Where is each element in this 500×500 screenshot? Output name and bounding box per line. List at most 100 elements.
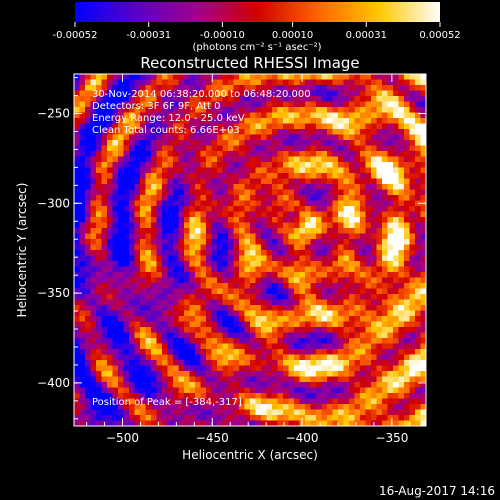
heatmap-cell [173,178,179,185]
heatmap-cell [371,398,377,405]
heatmap-cell [217,338,223,344]
heatmap-cell [162,360,168,366]
heatmap-cell [134,217,141,223]
heatmap-cell [74,228,80,234]
heatmap-cell [112,371,119,377]
heatmap-cell [195,239,201,245]
heatmap-cell [79,305,86,311]
heatmap-cell [371,211,377,218]
heatmap-cell [272,228,278,234]
heatmap-cell [266,101,273,108]
heatmap-cell [239,107,245,113]
heatmap-cell [349,151,355,157]
heatmap-cell [173,85,179,91]
heatmap-cell [288,327,295,333]
heatmap-cell [244,266,251,273]
heatmap-cell [299,415,306,421]
heatmap-cell [376,145,383,152]
heatmap-cell [222,178,229,185]
heatmap-cell [409,332,416,339]
heatmap-cell [244,371,251,377]
heatmap-cell [310,173,317,179]
heatmap-cell [310,261,317,267]
heatmap-cell [393,167,399,174]
heatmap-cell [266,387,273,394]
heatmap-cell [283,244,289,251]
heatmap-cell [310,107,317,113]
heatmap-cell [255,288,262,295]
heatmap-cell [283,354,289,361]
heatmap-cell [189,200,196,207]
heatmap-cell [321,217,328,223]
heatmap-cell [283,272,289,278]
heatmap-cell [404,409,410,416]
heatmap-cell [79,321,86,328]
heatmap-cell [129,277,135,284]
heatmap-cell [283,360,289,366]
heatmap-cell [338,420,344,426]
heatmap-cell [272,211,278,218]
heatmap-cell [420,156,426,163]
heatmap-cell [382,415,388,421]
heatmap-cell [90,261,97,267]
heatmap-cell [173,338,179,344]
heatmap-cell [189,404,196,410]
heatmap-cell [398,371,405,377]
heatmap-cell [184,398,190,405]
heatmap-cell [74,140,80,146]
heatmap-cell [420,74,426,80]
heatmap-cell [217,112,223,119]
heatmap-cell [376,74,383,80]
heatmap-cell [261,338,267,344]
heatmap-cell [96,101,102,108]
heatmap-cell [255,145,262,152]
heatmap-cell [360,228,366,234]
heatmap-cell [244,332,251,339]
heatmap-cell [294,277,300,284]
heatmap-cell [118,365,124,372]
heatmap-cell [376,195,383,201]
heatmap-cell [420,123,426,130]
heatmap-cell [277,118,284,124]
heatmap-cell [244,387,251,394]
heatmap-cell [305,261,311,267]
heatmap-cell [294,338,300,344]
heatmap-cell [167,74,174,80]
heatmap-cell [409,349,416,355]
heatmap-cell [349,189,355,196]
heatmap-cell [393,338,399,344]
heatmap-cell [343,217,350,223]
heatmap-cell [233,376,240,383]
heatmap-cell [294,283,300,289]
heatmap-cell [151,316,157,322]
heatmap-cell [415,261,421,267]
heatmap-cell [211,420,218,426]
heatmap-cell [101,288,108,295]
heatmap-cell [354,112,361,119]
heatmap-cell [90,85,97,91]
heatmap-cell [420,255,426,262]
heatmap-cell [151,156,157,163]
heatmap-cell [74,255,80,262]
heatmap-cell [228,228,234,234]
heatmap-cell [310,387,317,394]
heatmap-cell [250,299,256,306]
heatmap-cell [288,85,295,91]
heatmap-cell [189,145,196,152]
heatmap-cell [332,79,339,86]
heatmap-cell [96,90,102,97]
heatmap-cell [266,250,273,256]
heatmap-cell [101,371,108,377]
heatmap-cell [123,338,130,344]
heatmap-cell [156,217,163,223]
heatmap-cell [118,112,124,119]
heatmap-cell [266,288,273,295]
heatmap-cell [338,321,344,328]
heatmap-cell [206,354,212,361]
heatmap-cell [85,189,91,196]
heatmap-cell [184,393,190,399]
heatmap-cell [244,211,251,218]
heatmap-cell [195,74,201,80]
heatmap-cell [288,250,295,256]
heatmap-cell [382,250,388,256]
